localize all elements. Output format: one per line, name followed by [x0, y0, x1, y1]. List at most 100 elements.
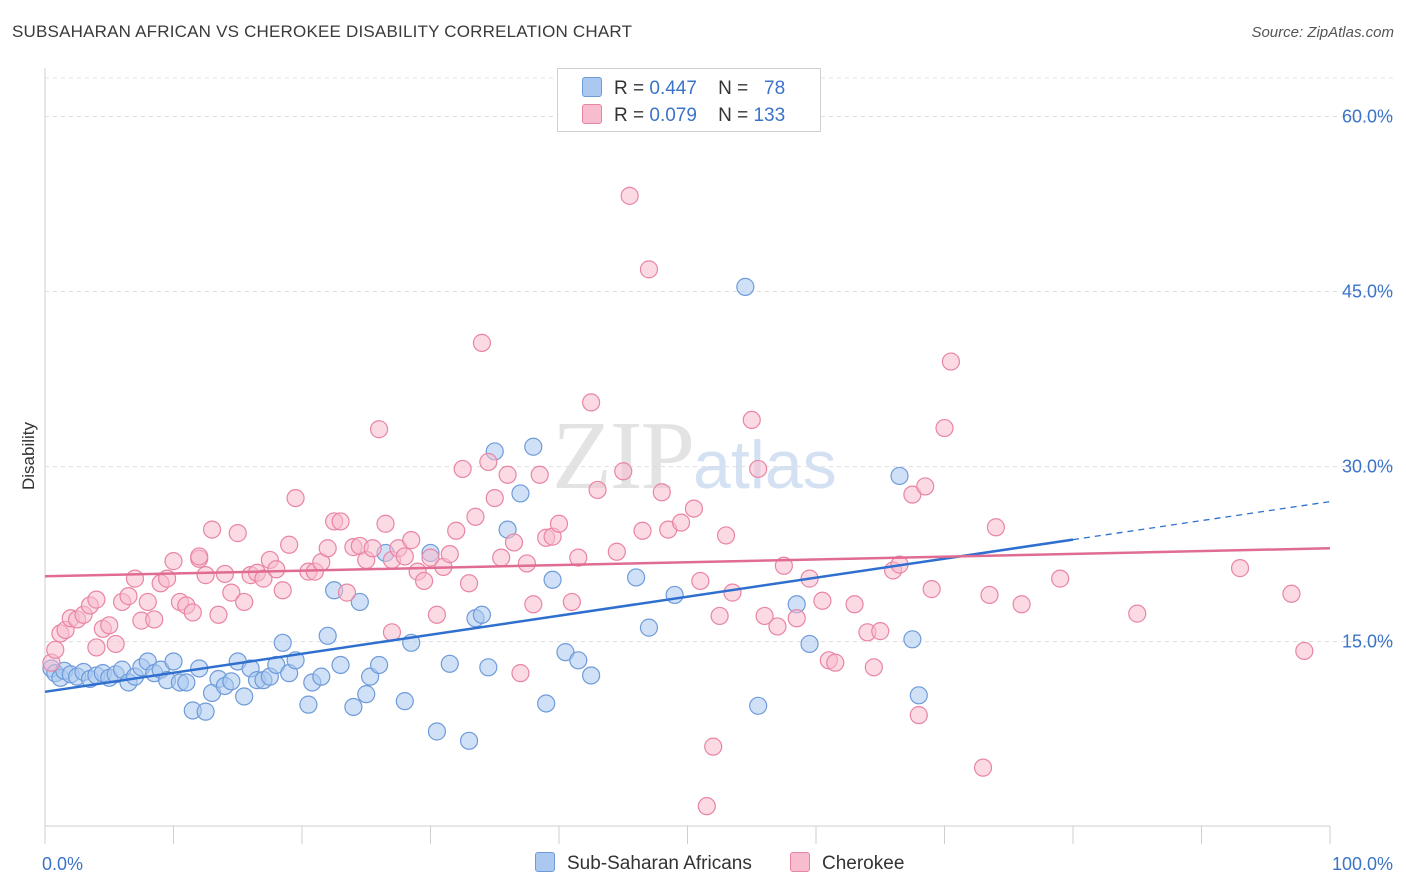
point-cherokee — [402, 531, 421, 550]
point-subsaharan — [312, 667, 331, 686]
bottom-legend-swatch-cherokee — [790, 852, 810, 872]
point-subsaharan — [749, 696, 768, 715]
legend-swatch-subsaharan — [582, 77, 602, 97]
point-subsaharan — [164, 652, 183, 671]
point-cherokee — [697, 797, 716, 816]
point-cherokee — [1295, 641, 1314, 661]
point-cherokee — [755, 606, 774, 626]
bottom-legend-label: Cherokee — [822, 853, 905, 874]
point-cherokee — [125, 569, 145, 588]
point-subsaharan — [736, 277, 755, 296]
point-cherokee — [909, 706, 928, 725]
source-label: Source: ZipAtlas.com — [1251, 24, 1394, 41]
bottom-legend-swatch-subsaharan — [535, 852, 555, 872]
point-cherokee — [1128, 604, 1147, 623]
point-subsaharan — [357, 685, 376, 704]
point-cherokee — [222, 583, 241, 602]
watermark-zip: ZIP — [552, 402, 695, 510]
point-cherokee — [813, 591, 832, 610]
point-subsaharan — [370, 655, 389, 675]
x-tick-label: 100.0% — [1332, 854, 1393, 874]
point-cherokee — [215, 564, 234, 584]
point-cherokee — [524, 595, 543, 614]
watermark: ZIPatlas — [552, 400, 837, 512]
point-cherokee — [569, 548, 588, 567]
point-cherokee — [1230, 559, 1250, 578]
point-cherokee — [742, 410, 761, 430]
point-cherokee — [453, 459, 472, 479]
point-subsaharan — [800, 634, 819, 654]
chart-title: SUBSAHARAN AFRICAN VS CHEROKEE DISABILIT… — [12, 22, 633, 41]
x-tick-label: 0.0% — [42, 854, 83, 874]
point-subsaharan — [626, 568, 646, 587]
point-cherokee — [459, 574, 479, 593]
point-cherokee — [382, 623, 402, 642]
point-cherokee — [845, 595, 864, 614]
point-cherokee — [916, 477, 935, 496]
point-cherokee — [1051, 569, 1070, 588]
point-cherokee — [228, 524, 247, 543]
point-subsaharan — [273, 633, 292, 652]
legend-r-label: R = — [614, 105, 645, 126]
point-cherokee — [447, 521, 466, 540]
point-cherokee — [183, 603, 202, 622]
bottom-legend-subsaharan: Sub-Saharan Africans — [535, 852, 752, 875]
point-cherokee — [704, 737, 723, 756]
point-cherokee — [145, 610, 164, 629]
legend-swatch-cherokee — [582, 104, 602, 124]
legend-r-value: 0.079 — [649, 105, 697, 126]
point-cherokee — [530, 465, 549, 484]
legend: R = 0.447 N = 78 R = 0.079 N = 133 — [557, 68, 821, 132]
point-cherokee — [254, 569, 273, 588]
point-subsaharan — [639, 618, 659, 637]
legend-n-value: 133 — [753, 105, 786, 126]
point-cherokee — [190, 547, 209, 566]
point-cherokee — [774, 556, 793, 575]
point-subsaharan — [344, 697, 363, 717]
point-subsaharan — [427, 722, 447, 741]
point-subsaharan — [543, 570, 562, 589]
y-tick-label: 30.0% — [1342, 457, 1393, 477]
point-cherokee — [871, 622, 890, 641]
point-subsaharan — [196, 702, 215, 721]
point-cherokee — [267, 560, 286, 579]
point-cherokee — [414, 571, 434, 591]
point-cherokee — [87, 590, 106, 609]
point-cherokee — [614, 462, 633, 481]
point-cherokee — [941, 352, 961, 371]
point-cherokee — [46, 640, 65, 659]
point-cherokee — [119, 587, 138, 606]
legend-n-label: N = — [718, 105, 749, 126]
bottom-legend-cherokee: Cherokee — [790, 852, 904, 875]
legend-row-cherokee: R = 0.079 N = 133 — [582, 104, 785, 128]
point-cherokee — [286, 488, 305, 508]
point-subsaharan — [665, 585, 684, 605]
point-cherokee — [749, 459, 768, 479]
point-cherokee — [864, 658, 883, 677]
point-cherokee — [549, 514, 569, 533]
point-cherokee — [479, 452, 498, 472]
legend-n-label: N = — [718, 78, 749, 99]
point-subsaharan — [350, 592, 369, 612]
point-cherokee — [202, 520, 222, 539]
point-cherokee — [1282, 584, 1301, 603]
point-cherokee — [440, 545, 459, 564]
point-cherokee — [280, 535, 299, 554]
point-cherokee — [100, 616, 119, 635]
trendline-subsaharan — [44, 538, 1074, 694]
trendline-subsaharan-extension — [1072, 500, 1331, 541]
point-subsaharan — [177, 673, 196, 692]
point-cherokee — [370, 420, 389, 439]
point-subsaharan — [318, 626, 337, 645]
point-subsaharan — [235, 687, 254, 706]
y-tick-label: 15.0% — [1342, 632, 1393, 652]
point-cherokee — [980, 585, 999, 605]
point-cherokee — [935, 418, 954, 438]
point-cherokee — [511, 664, 530, 683]
point-cherokee — [164, 552, 183, 571]
point-cherokee — [331, 512, 350, 531]
point-subsaharan — [890, 466, 909, 486]
point-cherokee — [138, 592, 157, 612]
point-cherokee — [1012, 595, 1031, 614]
